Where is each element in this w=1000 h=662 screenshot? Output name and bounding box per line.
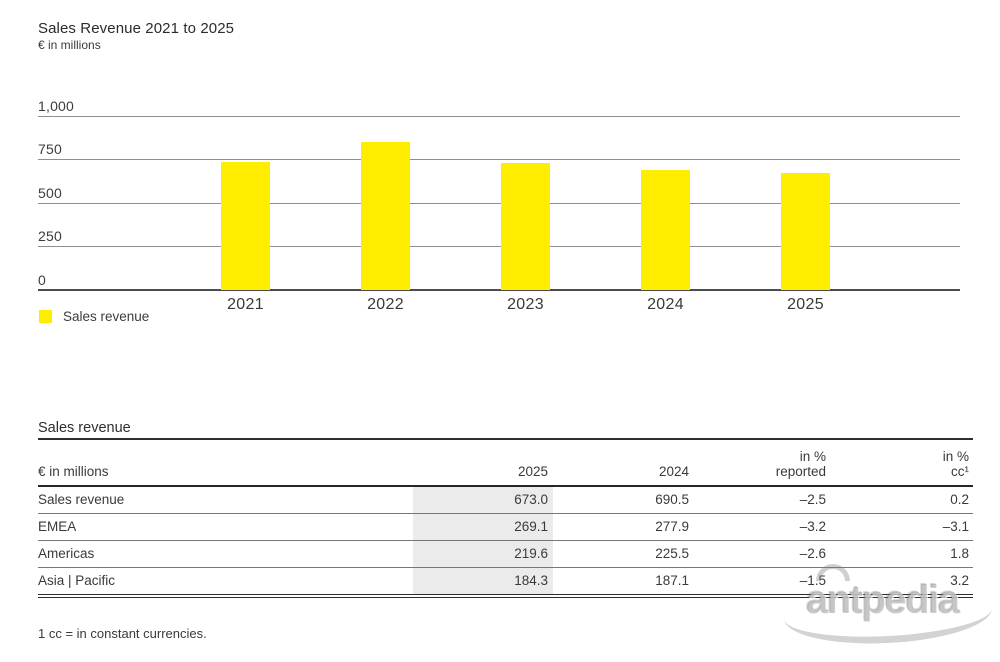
column-header-line: in % — [942, 449, 969, 464]
row-label: Sales revenue — [38, 492, 125, 507]
cell-value: 187.1 — [655, 573, 689, 588]
bar-2023 — [501, 162, 550, 290]
cell-value: 219.6 — [413, 541, 553, 567]
cell-value: 673.0 — [413, 487, 553, 513]
gridline-0 — [38, 289, 960, 291]
cell-value: 1.8 — [950, 546, 969, 561]
table-row: Asia | Pacific 184.3 187.1 –1.5 3.2 — [38, 568, 973, 598]
column-header-line: 2025 — [517, 464, 548, 479]
column-header-line: 2024 — [658, 464, 689, 479]
column-header-line: cc¹ — [951, 464, 969, 479]
section-rule — [38, 438, 973, 440]
cell-value: –2.6 — [799, 546, 826, 561]
gridline-1,000 — [38, 115, 960, 117]
column-header-cc¹: in % cc¹ — [830, 449, 973, 485]
cell-value: 0.2 — [950, 492, 969, 507]
x-axis-label-2025: 2025 — [787, 296, 824, 313]
x-axis-label-2022: 2022 — [367, 296, 404, 313]
table-section-title: Sales revenue — [38, 420, 131, 436]
column-header-2025: 2025 — [413, 464, 553, 485]
x-axis-label-2021: 2021 — [227, 296, 264, 313]
legend-swatch-icon — [39, 310, 52, 323]
cell-value: 184.3 — [413, 568, 553, 594]
y-axis-label-1,000: 1,000 — [38, 97, 75, 114]
y-axis-label-0: 0 — [38, 272, 46, 288]
column-header-line: reported — [775, 464, 826, 479]
y-axis-label-500: 500 — [38, 184, 62, 201]
cell-value: 225.5 — [655, 546, 689, 561]
sales-revenue-table-section: Sales revenue € in millions 2025 2024 in % r… — [38, 419, 973, 598]
chart-subtitle: € in millions — [38, 38, 101, 52]
table-row: Sales revenue 673.0 690.5 –2.5 0.2 — [38, 487, 973, 514]
row-label: Americas — [38, 546, 95, 561]
table-row: Americas 219.6 225.5 –2.6 1.8 — [38, 541, 973, 568]
cell-value: 690.5 — [655, 492, 689, 507]
x-axis-label-2023: 2023 — [507, 296, 544, 313]
y-axis-label-250: 250 — [38, 228, 62, 245]
cell-value: 277.9 — [655, 519, 689, 534]
table-header-row: € in millions 2025 2024 in % reported in % cc¹ — [38, 440, 973, 487]
gridline-750 — [38, 159, 960, 161]
cell-value: –3.1 — [942, 519, 969, 534]
column-header-reported: in % reported — [693, 449, 830, 485]
column-header-€ in millions: € in millions — [38, 464, 413, 485]
cell-value: 269.1 — [413, 514, 553, 540]
table-row: EMEA 269.1 277.9 –3.2 –3.1 — [38, 514, 973, 541]
cell-value: –1.5 — [799, 573, 826, 588]
chart-legend: Sales revenue — [39, 309, 149, 324]
bar-2021 — [221, 162, 270, 290]
gridline-500 — [38, 202, 960, 204]
cell-value: –2.5 — [799, 492, 826, 507]
gridline-250 — [38, 246, 960, 248]
row-label: Asia | Pacific — [38, 573, 116, 588]
chart-title: Sales Revenue 2021 to 2025 — [38, 20, 235, 37]
x-axis-label-2024: 2024 — [647, 296, 684, 313]
bar-2022 — [361, 141, 410, 290]
table-body: Sales revenue 673.0 690.5 –2.5 0.2 EMEA 269.1 2… — [38, 487, 973, 598]
column-header-line: € in millions — [38, 464, 109, 479]
cell-value: –3.2 — [799, 519, 826, 534]
footnote: 1 cc = in constant currencies. — [38, 626, 207, 641]
row-label: EMEA — [38, 519, 77, 534]
bar-2024 — [641, 169, 690, 290]
bar-2025 — [781, 172, 830, 290]
column-header-line: in % — [799, 449, 826, 464]
legend-label: Sales revenue — [63, 309, 150, 324]
y-axis-label-750: 750 — [38, 141, 62, 158]
column-header-2024: 2024 — [553, 464, 693, 485]
cell-value: 3.2 — [950, 573, 969, 588]
